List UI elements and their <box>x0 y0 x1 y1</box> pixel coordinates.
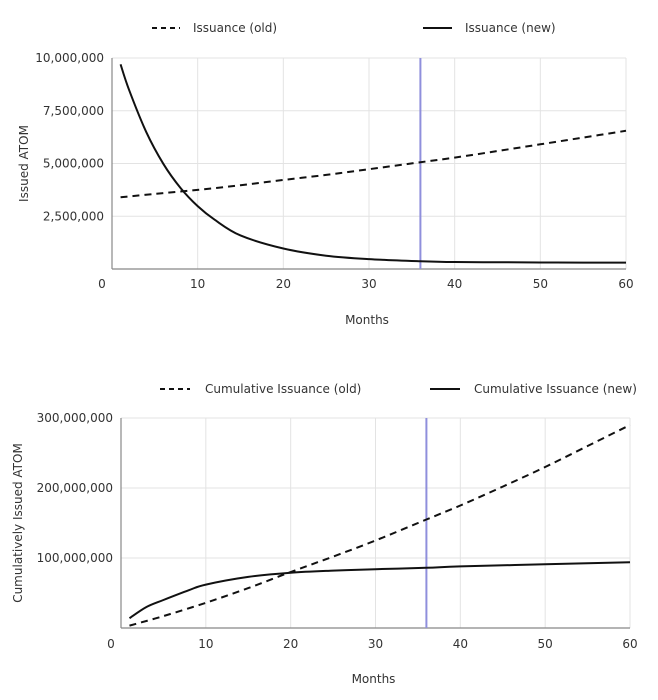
y-tick-label: 10,000,000 <box>35 51 104 65</box>
x-tick-label: 40 <box>447 277 462 291</box>
x-tick-label: 20 <box>276 277 291 291</box>
x-tick-label: 10 <box>198 637 213 651</box>
series-line-old <box>129 424 631 627</box>
series-line-new <box>119 64 627 264</box>
y-tick-label: 2,500,000 <box>43 209 104 223</box>
x-tick-label: 40 <box>453 637 468 651</box>
y-axis-title: Cumulatively Issued ATOM <box>11 443 25 603</box>
legend-label: Cumulative Issuance (new) <box>474 382 637 396</box>
x-axis-title: Months <box>352 672 396 686</box>
x-tick-label: 20 <box>283 637 298 651</box>
y-tick-label: 300,000,000 <box>37 411 113 425</box>
chart-2: 0 10 20 30 40 50 60 100,000,000 200,000,000 300,0… <box>11 382 638 686</box>
x-tick-label: 30 <box>368 637 383 651</box>
legend-label: Issuance (old) <box>193 21 277 35</box>
x-axis-title: Months <box>345 313 389 327</box>
series-line-new <box>128 561 631 620</box>
y-tick-label: 5,000,000 <box>43 157 104 171</box>
x-tick-label: 50 <box>533 277 548 291</box>
y-tick-label: 7,500,000 <box>43 104 104 118</box>
x-tick-label: 10 <box>190 277 205 291</box>
chart-1: 0 10 20 30 40 50 60 2,500,000 5,000,000 7,500,000… <box>17 21 634 327</box>
y-tick-label: 200,000,000 <box>37 481 113 495</box>
x-tick-label: 30 <box>361 277 376 291</box>
y-axis-title: Issued ATOM <box>17 125 31 202</box>
x-tick-label: 50 <box>538 637 553 651</box>
x-tick-label: 0 <box>107 637 115 651</box>
x-tick-label: 0 <box>98 277 106 291</box>
legend-label: Issuance (new) <box>465 21 556 35</box>
x-tick-label: 60 <box>618 277 633 291</box>
legend-label: Cumulative Issuance (old) <box>205 382 361 396</box>
x-tick-label: 60 <box>622 637 637 651</box>
y-tick-label: 100,000,000 <box>37 551 113 565</box>
series-line-old <box>120 129 627 199</box>
